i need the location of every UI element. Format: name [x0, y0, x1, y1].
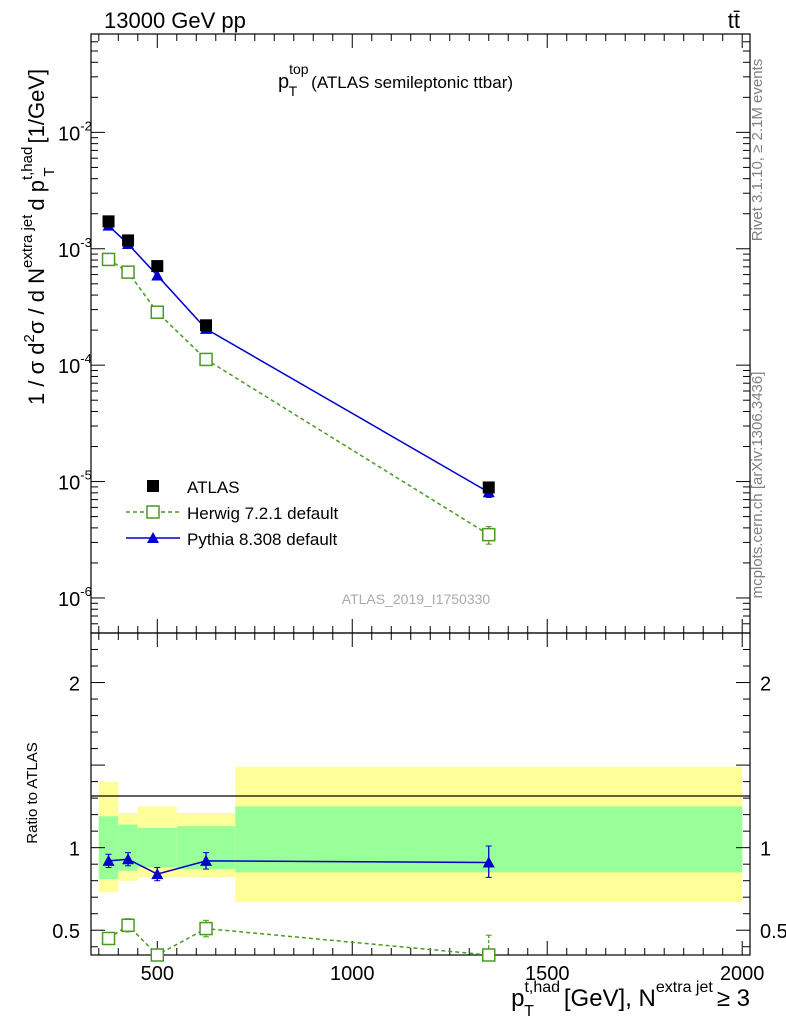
ratio-frame	[90, 632, 751, 956]
mcplots-label: mcplots.cern.ch [arXiv:1306.3436]	[749, 372, 766, 599]
herwig-ratio-point	[101, 931, 116, 946]
herwig-point	[199, 352, 213, 367]
pythia-ratio-point	[151, 868, 164, 880]
pythia-point	[151, 269, 164, 281]
rivet-label: Rivet 3.1.10, ≥ 2.1M events	[749, 59, 766, 242]
legend-atlas-marker	[147, 480, 159, 492]
main-series	[101, 215, 496, 545]
collision-label: 13000 GeV pp	[104, 8, 246, 33]
pythia-ratio-point	[200, 854, 213, 866]
ratio-inner-band	[98, 816, 119, 880]
ratio-y-tick-label: 0.5	[52, 921, 80, 943]
main-y-ticks	[91, 33, 750, 634]
legend-herwig-label: Herwig 7.2.1 default	[187, 504, 338, 523]
pythia-ratio-point	[122, 853, 135, 865]
main-y-tick-label: 10-6	[58, 584, 92, 611]
ratio-y-tick-label-right: 2	[760, 674, 771, 696]
main-y-tick-label: 10-5	[58, 468, 92, 495]
x-axis-title: pt,had T [GeV], Nextra jet ≥ 3	[511, 979, 750, 1020]
atlas-point	[122, 234, 135, 247]
legend-pythia-label: Pythia 8.308 default	[187, 530, 338, 549]
main-x-ticks	[98, 34, 743, 633]
pythia-ratio-point	[102, 854, 115, 866]
ratio-y-axis-title: Ratio to ATLAS	[24, 742, 41, 843]
ratio-y-tick-label: 1	[69, 839, 80, 861]
herwig-ratio-point	[481, 948, 496, 962]
herwig-point	[481, 527, 496, 542]
x-tick-label: 1000	[330, 963, 375, 985]
x-tick-label: 2000	[720, 963, 765, 985]
main-panel: 10-6 10-5 10-4 10-3 10-2 ptop T (ATLAS semilep…	[19, 33, 751, 634]
main-y-axis-title: 1 / σ d2σ / d Nextra jetd pt,had T[1/GeV]	[19, 69, 58, 405]
herwig-ratio-point	[150, 948, 165, 962]
ratio-series	[101, 845, 496, 962]
herwig-line	[108, 258, 490, 536]
herwig-ratio-point	[121, 918, 135, 933]
atlas-point	[482, 481, 495, 494]
legend-pythia-marker	[147, 532, 159, 543]
main-y-tick-label: 10-3	[58, 235, 92, 262]
ratio-panel: 500 1000 1500 2000 0.5 0.5 1 1 2 2 Ratio to ATLAS…	[24, 632, 786, 1020]
x-tick-label: 500	[141, 963, 174, 985]
process-label: tt̄	[728, 8, 740, 33]
x-tick-label: 1500	[525, 963, 570, 985]
ratio-y-tick-label: 2	[69, 674, 80, 696]
main-y-tick-labels: 10-6 10-5 10-4 10-3 10-2	[58, 118, 92, 611]
ratio-y-tick-label-right: 0.5	[760, 921, 786, 943]
legend: ATLAS Herwig 7.2.1 default Pythia 8.308 …	[126, 478, 338, 549]
ratio-y-tick-label-right: 1	[760, 839, 771, 861]
atlas-point	[200, 319, 213, 332]
atlas-point	[102, 215, 115, 228]
legend-atlas-label: ATLAS	[187, 478, 240, 497]
atlas-point	[151, 260, 164, 273]
main-y-tick-label: 10-4	[58, 351, 92, 378]
ratio-bands	[98, 766, 743, 903]
ratio-inner-band	[137, 827, 177, 868]
analysis-watermark: ATLAS_2019_I1750330	[342, 591, 491, 607]
ratio-ticks: 500 1000 1500 2000 0.5 0.5 1 1 2 2	[52, 633, 786, 985]
pythia-ratio-point	[482, 856, 495, 868]
herwig-ratio-point	[199, 921, 213, 936]
herwig-point	[101, 252, 116, 267]
herwig-ratio-line	[108, 924, 489, 956]
main-title: ptop T (ATLAS semileptonic ttbar)	[278, 61, 513, 99]
main-y-tick-label: 10-2	[58, 118, 92, 145]
legend-herwig-marker	[146, 505, 160, 519]
herwig-point	[121, 265, 135, 279]
pythia-line	[108, 225, 490, 493]
herwig-point	[150, 305, 165, 319]
